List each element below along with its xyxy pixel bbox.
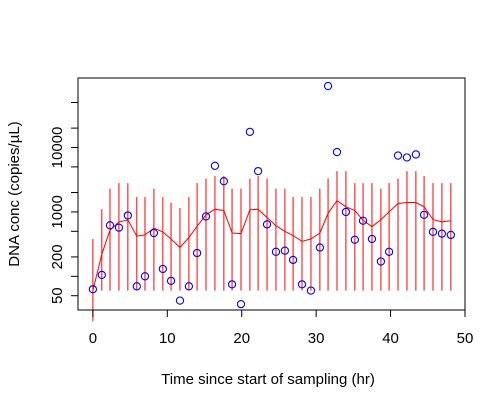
x-tick-label-0: 0 bbox=[89, 330, 97, 347]
data-point-18 bbox=[245, 127, 255, 137]
data-point-9 bbox=[166, 276, 176, 286]
data-point-20 bbox=[262, 220, 272, 229]
data-point-41 bbox=[446, 230, 456, 240]
data-point-32 bbox=[367, 234, 377, 244]
data-point-16 bbox=[227, 280, 237, 289]
data-point-0 bbox=[88, 285, 98, 294]
data-points bbox=[88, 81, 456, 309]
fitted-line bbox=[92, 199, 451, 291]
data-point-40 bbox=[437, 229, 447, 238]
data-point-4 bbox=[123, 211, 133, 220]
data-point-26 bbox=[315, 243, 325, 252]
x-tick-label-3: 30 bbox=[308, 330, 325, 347]
data-point-37 bbox=[411, 150, 421, 159]
x-tick-label-1: 10 bbox=[159, 330, 176, 347]
y-axis: 50 200 1000 10000 bbox=[49, 101, 79, 304]
data-point-33 bbox=[376, 257, 386, 266]
x-tick-label-5: 50 bbox=[457, 330, 474, 347]
data-point-17 bbox=[236, 299, 246, 309]
data-point-7 bbox=[149, 228, 159, 238]
data-point-6 bbox=[140, 272, 150, 281]
data-point-25 bbox=[306, 286, 316, 295]
interval-bars bbox=[92, 171, 452, 322]
data-point-11 bbox=[184, 282, 194, 291]
data-point-12 bbox=[192, 248, 202, 258]
data-point-15 bbox=[219, 177, 229, 186]
data-point-5 bbox=[132, 282, 141, 291]
data-point-10 bbox=[175, 296, 185, 305]
x-axis-label: Time since start of sampling (hr) bbox=[161, 371, 375, 388]
data-point-39 bbox=[428, 227, 438, 237]
y-tick-label-3: 10000 bbox=[49, 127, 66, 169]
data-point-13 bbox=[201, 212, 211, 221]
x-axis: 0 10 20 30 40 50 bbox=[89, 309, 474, 347]
data-point-27 bbox=[323, 81, 333, 91]
y-tick-label-0: 50 bbox=[49, 287, 66, 304]
data-point-34 bbox=[384, 247, 394, 256]
data-point-31 bbox=[358, 216, 368, 225]
data-point-30 bbox=[350, 235, 360, 244]
y-tick-label-1: 200 bbox=[49, 244, 66, 269]
data-point-24 bbox=[297, 280, 307, 289]
data-point-23 bbox=[288, 255, 298, 265]
x-tick-label-4: 40 bbox=[382, 330, 399, 347]
x-tick-label-2: 20 bbox=[233, 330, 250, 347]
data-point-3 bbox=[114, 223, 124, 232]
data-point-38 bbox=[419, 210, 429, 220]
y-axis-label: DNA conc (copies/µL) bbox=[6, 121, 23, 266]
y-tick-label-2: 1000 bbox=[49, 195, 66, 228]
data-point-14 bbox=[210, 161, 220, 170]
data-point-36 bbox=[402, 153, 412, 162]
data-point-1 bbox=[97, 270, 106, 280]
data-point-8 bbox=[158, 264, 167, 274]
data-point-28 bbox=[332, 147, 342, 157]
data-point-19 bbox=[253, 166, 263, 176]
data-point-22 bbox=[280, 246, 290, 255]
data-point-2 bbox=[105, 221, 115, 230]
data-point-29 bbox=[341, 207, 351, 217]
data-point-21 bbox=[271, 247, 281, 256]
data-point-35 bbox=[393, 151, 403, 160]
